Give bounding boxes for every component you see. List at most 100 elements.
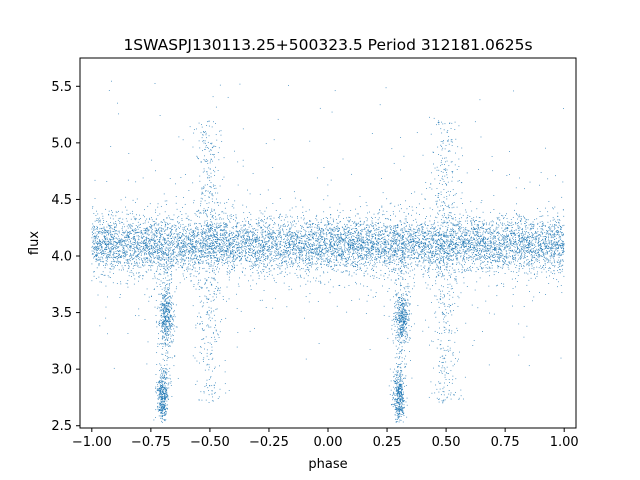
data-point [219,243,220,244]
data-point [424,235,425,237]
data-point [383,233,385,235]
data-point [180,254,181,256]
data-point [231,216,233,217]
data-point [190,257,192,259]
data-point [450,222,452,224]
data-point [193,286,195,287]
data-point [266,241,268,243]
data-point [101,274,103,275]
data-point [311,231,313,233]
data-point [458,252,460,253]
data-point [366,235,368,237]
data-point [418,247,420,249]
data-point [166,217,168,218]
data-point [403,241,405,242]
data-point [431,302,432,303]
data-point [350,245,351,246]
data-point [535,240,537,242]
data-point [409,258,411,260]
data-point [445,252,447,253]
data-point [103,235,105,237]
data-point [252,236,253,238]
data-point [359,233,361,235]
data-point [436,217,438,219]
data-point [252,241,253,243]
data-point [319,242,321,243]
data-point [165,223,166,225]
data-point [99,219,101,221]
data-point [308,257,310,258]
data-point [430,246,432,248]
data-point [299,266,300,268]
data-point [116,225,117,227]
data-point [445,226,447,227]
data-point [408,339,410,341]
data-point [443,248,445,250]
data-point [449,243,451,245]
data-point [185,244,186,246]
data-point [485,228,487,230]
data-point [217,238,219,240]
data-point [291,237,293,239]
data-point [356,262,358,263]
data-point [369,260,371,262]
data-point [99,240,100,241]
data-point [548,270,550,271]
data-point [468,240,470,242]
data-point [163,268,165,269]
data-point [292,262,294,264]
data-point [370,230,371,232]
data-point [308,223,310,225]
data-point [128,231,130,233]
data-point [439,235,440,237]
data-point [185,257,187,259]
data-point [240,224,242,226]
data-point [511,230,513,232]
data-point [134,250,136,251]
data-point [289,253,290,255]
data-point [429,116,430,118]
data-point [523,247,525,249]
data-point [126,250,128,252]
data-point [531,244,533,246]
data-point [399,243,400,245]
data-point [484,246,486,248]
data-point [439,255,441,257]
data-point [351,228,352,230]
data-point [171,259,173,261]
data-point [125,259,127,261]
data-point [296,234,298,235]
data-point [331,224,333,225]
data-point [348,285,350,286]
data-point [514,209,515,211]
data-point [226,225,228,226]
data-point [521,265,522,267]
data-point [460,221,462,222]
data-point [540,250,542,252]
data-point [144,239,146,240]
data-point [498,219,500,221]
data-point [392,232,393,234]
data-point [159,272,161,274]
data-point [443,262,445,264]
data-point [203,239,205,241]
data-point [255,242,257,243]
data-point [176,255,178,257]
data-point [311,229,312,230]
data-point [416,207,417,209]
data-point [532,221,534,223]
data-point [412,243,414,245]
data-point [134,228,136,229]
data-point [365,236,367,238]
data-point [133,216,135,218]
data-point [205,236,207,238]
data-point [112,231,114,232]
data-point [387,263,389,265]
data-point [476,231,478,233]
data-point [212,225,214,227]
data-point [377,239,379,241]
data-point [462,227,464,228]
data-point [338,215,340,217]
data-point [201,251,203,253]
data-point [209,248,211,249]
